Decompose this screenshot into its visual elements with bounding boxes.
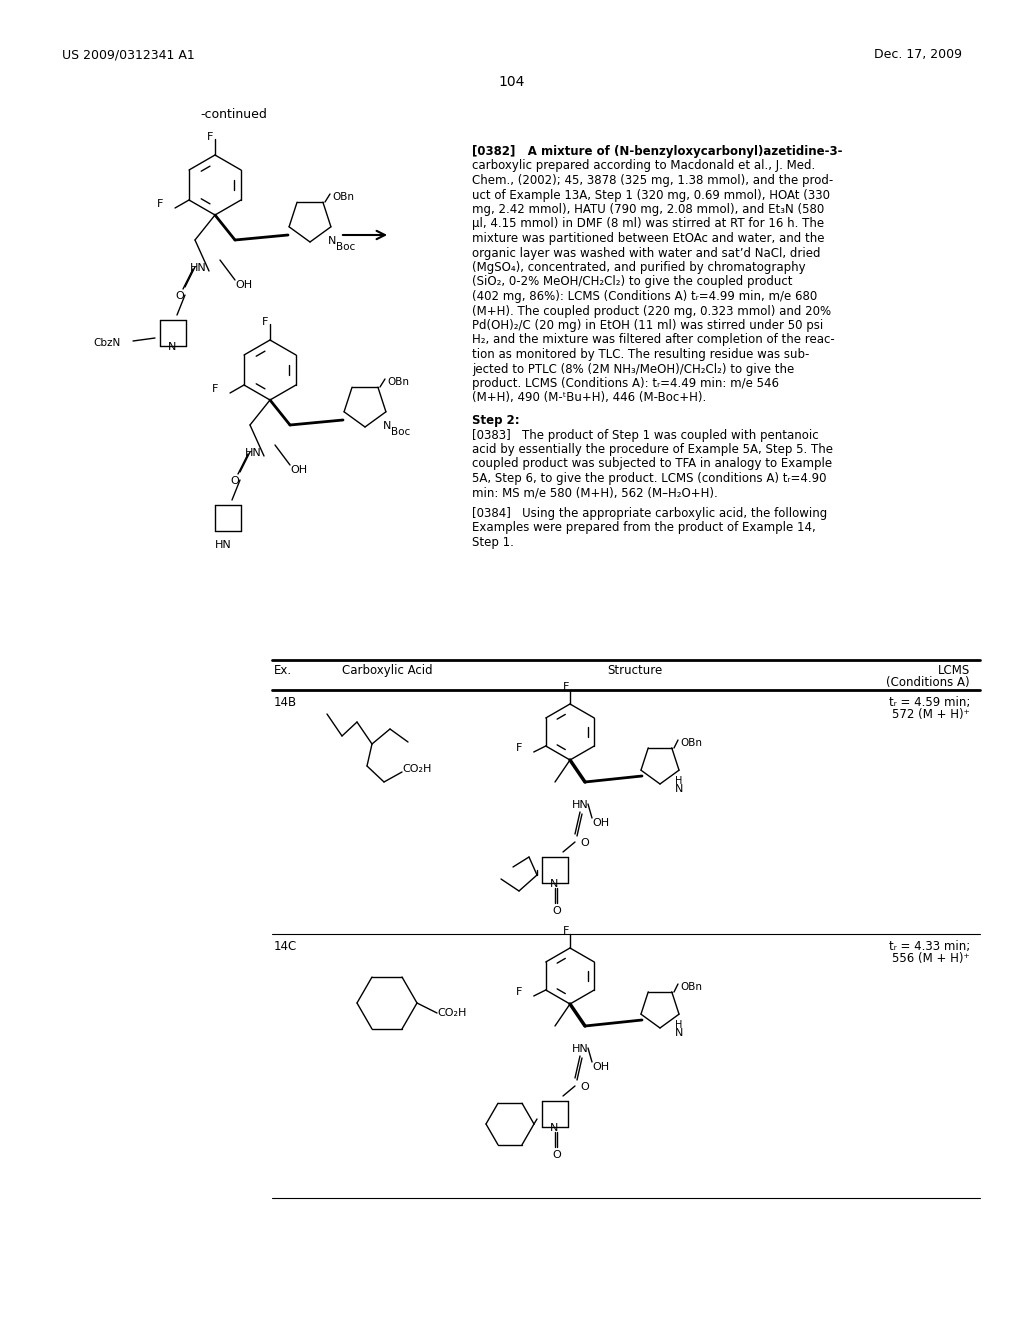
Text: Step 1.: Step 1. xyxy=(472,536,514,549)
Text: mixture was partitioned between EtOAc and water, and the: mixture was partitioned between EtOAc an… xyxy=(472,232,824,246)
Text: [0383]   The product of Step 1 was coupled with pentanoic: [0383] The product of Step 1 was coupled… xyxy=(472,429,818,441)
Text: H₂, and the mixture was filtered after completion of the reac-: H₂, and the mixture was filtered after c… xyxy=(472,334,835,346)
Text: F: F xyxy=(515,743,522,752)
Text: F: F xyxy=(515,987,522,997)
Text: OBn: OBn xyxy=(332,191,354,202)
Text: tion as monitored by TLC. The resulting residue was sub-: tion as monitored by TLC. The resulting … xyxy=(472,348,809,360)
Text: Ex.: Ex. xyxy=(274,664,292,677)
Text: N: N xyxy=(675,784,683,795)
Text: product. LCMS (Conditions A): tᵣ=4.49 min: m/e 546: product. LCMS (Conditions A): tᵣ=4.49 mi… xyxy=(472,378,779,389)
Text: (402 mg, 86%): LCMS (Conditions A) tᵣ=4.99 min, m/e 680: (402 mg, 86%): LCMS (Conditions A) tᵣ=4.… xyxy=(472,290,817,304)
Text: Step 2:: Step 2: xyxy=(472,414,519,426)
Text: 572 (M + H)⁺: 572 (M + H)⁺ xyxy=(892,708,970,721)
Text: O: O xyxy=(552,906,561,916)
Text: [0382]   A mixture of (N-benzyloxycarbonyl)azetidine-3-: [0382] A mixture of (N-benzyloxycarbonyl… xyxy=(472,145,843,158)
Text: (Conditions A): (Conditions A) xyxy=(887,676,970,689)
Text: jected to PTLC (8% (2M NH₃/MeOH)/CH₂Cl₂) to give the: jected to PTLC (8% (2M NH₃/MeOH)/CH₂Cl₂)… xyxy=(472,363,795,375)
Text: O: O xyxy=(580,838,589,847)
Text: US 2009/0312341 A1: US 2009/0312341 A1 xyxy=(62,48,195,61)
Text: min: MS m/e 580 (M+H), 562 (M–H₂O+H).: min: MS m/e 580 (M+H), 562 (M–H₂O+H). xyxy=(472,487,718,499)
Text: -continued: -continued xyxy=(200,108,267,121)
Text: O: O xyxy=(230,477,239,486)
Text: (M+H), 490 (M-ᵗBu+H), 446 (M-Boc+H).: (M+H), 490 (M-ᵗBu+H), 446 (M-Boc+H). xyxy=(472,392,707,404)
Text: H: H xyxy=(675,1020,682,1030)
Text: CbzN: CbzN xyxy=(94,338,121,348)
Text: F: F xyxy=(212,384,218,393)
Text: organic layer was washed with water and sat’d NaCl, dried: organic layer was washed with water and … xyxy=(472,247,820,260)
Text: acid by essentially the procedure of Example 5A, Step 5. The: acid by essentially the procedure of Exa… xyxy=(472,444,833,455)
Text: HN: HN xyxy=(572,1044,589,1053)
Text: uct of Example 13A, Step 1 (320 mg, 0.69 mmol), HOAt (330: uct of Example 13A, Step 1 (320 mg, 0.69… xyxy=(472,189,830,202)
Text: tᵣ = 4.59 min;: tᵣ = 4.59 min; xyxy=(889,696,970,709)
Text: (M+H). The coupled product (220 mg, 0.323 mmol) and 20%: (M+H). The coupled product (220 mg, 0.32… xyxy=(472,305,831,318)
Text: F: F xyxy=(157,199,163,209)
Text: O: O xyxy=(552,1150,561,1160)
Text: N: N xyxy=(383,421,391,432)
Text: F: F xyxy=(563,927,569,936)
Text: (MgSO₄), concentrated, and purified by chromatography: (MgSO₄), concentrated, and purified by c… xyxy=(472,261,806,275)
Text: N: N xyxy=(550,879,558,888)
Text: HN: HN xyxy=(572,800,589,810)
Text: [0384]   Using the appropriate carboxylic acid, the following: [0384] Using the appropriate carboxylic … xyxy=(472,507,827,520)
Text: carboxylic prepared according to Macdonald et al., J. Med.: carboxylic prepared according to Macdona… xyxy=(472,160,815,173)
Text: OH: OH xyxy=(290,465,307,475)
Text: HN: HN xyxy=(190,263,207,273)
Text: Boc: Boc xyxy=(391,426,411,437)
Text: μl, 4.15 mmol) in DMF (8 ml) was stirred at RT for 16 h. The: μl, 4.15 mmol) in DMF (8 ml) was stirred… xyxy=(472,218,824,231)
Text: OBn: OBn xyxy=(680,982,702,993)
Text: HN: HN xyxy=(215,540,231,550)
Text: (SiO₂, 0-2% MeOH/CH₂Cl₂) to give the coupled product: (SiO₂, 0-2% MeOH/CH₂Cl₂) to give the cou… xyxy=(472,276,793,289)
Text: 104: 104 xyxy=(499,75,525,88)
Text: OH: OH xyxy=(592,1063,609,1072)
Text: Structure: Structure xyxy=(607,664,663,677)
Text: CO₂H: CO₂H xyxy=(402,764,431,774)
Text: F: F xyxy=(262,317,268,327)
Text: Pd(OH)₂/C (20 mg) in EtOH (11 ml) was stirred under 50 psi: Pd(OH)₂/C (20 mg) in EtOH (11 ml) was st… xyxy=(472,319,823,333)
Text: OBn: OBn xyxy=(680,738,702,748)
Text: Dec. 17, 2009: Dec. 17, 2009 xyxy=(874,48,962,61)
Text: N: N xyxy=(328,236,336,246)
Text: 14B: 14B xyxy=(274,696,297,709)
Text: F: F xyxy=(207,132,213,143)
Text: tᵣ = 4.33 min;: tᵣ = 4.33 min; xyxy=(889,940,970,953)
Text: N: N xyxy=(168,342,176,352)
Text: OH: OH xyxy=(592,818,609,828)
Text: N: N xyxy=(550,1123,558,1133)
Text: O: O xyxy=(175,290,183,301)
Text: HN: HN xyxy=(246,447,262,458)
Text: OH: OH xyxy=(234,280,252,290)
Text: 5A, Step 6, to give the product. LCMS (conditions A) tᵣ=4.90: 5A, Step 6, to give the product. LCMS (c… xyxy=(472,473,826,484)
Text: F: F xyxy=(563,682,569,692)
Text: 14C: 14C xyxy=(274,940,297,953)
Text: coupled product was subjected to TFA in analogy to Example: coupled product was subjected to TFA in … xyxy=(472,458,833,470)
Text: O: O xyxy=(580,1082,589,1092)
Text: 556 (M + H)⁺: 556 (M + H)⁺ xyxy=(892,952,970,965)
Text: Chem., (2002); 45, 3878 (325 mg, 1.38 mmol), and the prod-: Chem., (2002); 45, 3878 (325 mg, 1.38 mm… xyxy=(472,174,834,187)
Text: Examples were prepared from the product of Example 14,: Examples were prepared from the product … xyxy=(472,521,816,535)
Text: H: H xyxy=(675,776,682,785)
Text: mg, 2.42 mmol), HATU (790 mg, 2.08 mmol), and Et₃N (580: mg, 2.42 mmol), HATU (790 mg, 2.08 mmol)… xyxy=(472,203,824,216)
Text: Boc: Boc xyxy=(336,242,355,252)
Text: LCMS: LCMS xyxy=(938,664,970,677)
Text: Carboxylic Acid: Carboxylic Acid xyxy=(342,664,432,677)
Text: N: N xyxy=(675,1028,683,1038)
Text: CO₂H: CO₂H xyxy=(437,1008,466,1018)
Text: OBn: OBn xyxy=(387,378,409,387)
